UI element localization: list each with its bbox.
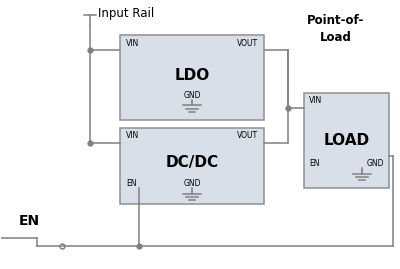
Text: VOUT: VOUT: [237, 39, 258, 48]
Text: GND: GND: [366, 159, 384, 168]
Text: DC/DC: DC/DC: [166, 155, 218, 170]
Bar: [120, 128, 264, 204]
Text: VIN: VIN: [126, 131, 140, 140]
Text: VIN: VIN: [126, 39, 140, 48]
Text: EN: EN: [309, 159, 320, 168]
Text: EN: EN: [126, 179, 137, 188]
Bar: [304, 93, 389, 188]
Text: LOAD: LOAD: [324, 133, 370, 148]
Text: VOUT: VOUT: [237, 131, 258, 140]
Text: VIN: VIN: [309, 96, 322, 105]
Text: GND: GND: [183, 179, 201, 188]
Bar: [120, 36, 264, 120]
Text: Input Rail: Input Rail: [98, 7, 155, 20]
Text: LDO: LDO: [174, 68, 210, 83]
Text: Point-of-
Load: Point-of- Load: [307, 14, 364, 44]
Text: EN: EN: [19, 214, 40, 228]
Text: GND: GND: [183, 91, 201, 100]
